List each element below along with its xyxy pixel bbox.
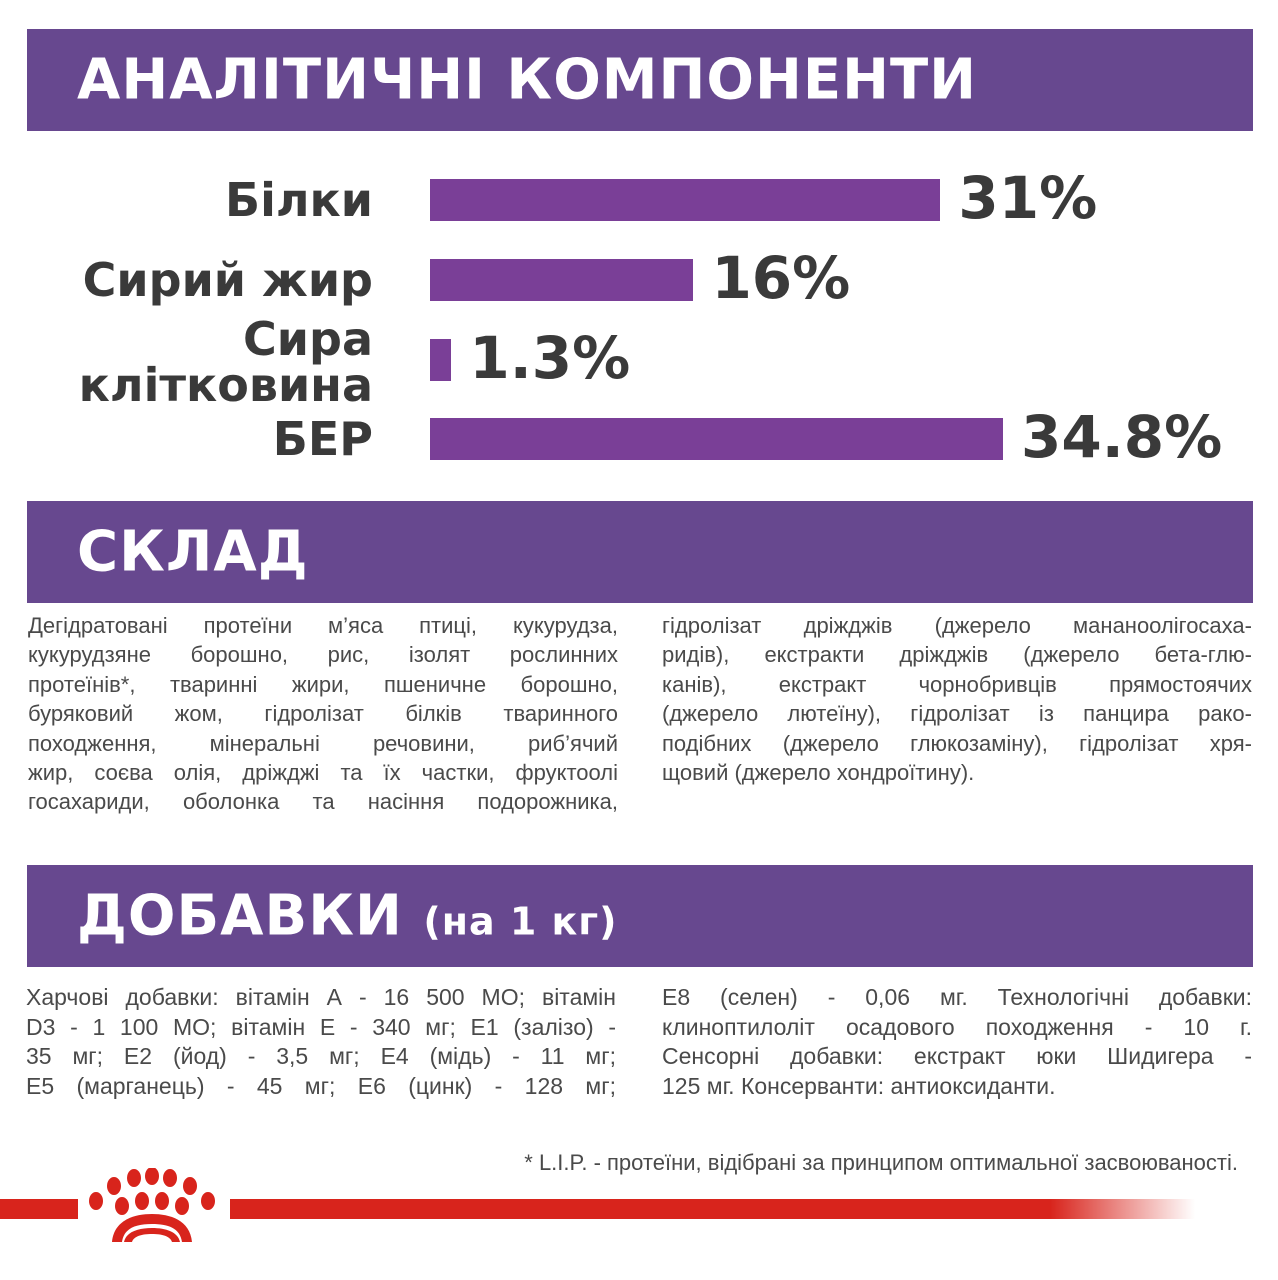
text-line: подібних (джерело глюкозаміну), гідроліз… xyxy=(662,730,1252,756)
section-title: ДОБАВКИ (на 1 кг) xyxy=(77,883,618,949)
section-title: АНАЛІТИЧНІ КОМПОНЕНТИ xyxy=(77,47,978,113)
text-line: гідролізат дріжджів (джерело мананооліго… xyxy=(662,613,1252,638)
category-label-line: Білки xyxy=(225,173,373,227)
section-title: СКЛАД xyxy=(77,519,309,585)
text-line: D3 - 1 100 МО; вітамін Е - 340 мг; Е1 (з… xyxy=(26,1013,616,1040)
text-line: клиноптилоліт осадового походження - 10 … xyxy=(662,1013,1252,1040)
composition-text-left: Дегідратовані протеїни м’яса птиці, куку… xyxy=(28,611,618,817)
text-line: Харчові добавки: вітамін А - 16 500 МО; … xyxy=(26,984,616,1010)
text-line: протеїнів*, тваринні жири, пшеничне боро… xyxy=(28,671,618,697)
text-line: походження, мінеральні речовини, риб’ячи… xyxy=(28,730,618,756)
composition-text-right: гідролізат дріжджів (джерело мананооліго… xyxy=(662,611,1252,787)
additives-text-right: Е8 (селен) - 0,06 мг. Технологічні добав… xyxy=(662,983,1252,1101)
bar xyxy=(430,179,941,221)
category-label: Сирий жир xyxy=(83,257,373,303)
category-label-line: Сирий жир xyxy=(82,253,373,307)
text-line: Е8 (селен) - 0,06 мг. Технологічні добав… xyxy=(662,984,1252,1010)
category-label: БЕР xyxy=(273,416,373,462)
additives-text-left: Харчові добавки: вітамін А - 16 500 МО; … xyxy=(26,983,616,1101)
text-line: Сенсорні добавки: екстракт юки Шидигера … xyxy=(662,1043,1252,1070)
category-label: Сира клітковина xyxy=(79,316,373,408)
bar xyxy=(430,339,452,381)
text-line: канів), екстракт чорнобривців прямостояч… xyxy=(662,671,1252,697)
text-line: ридів), екстракти дріжджів (джерело бета… xyxy=(662,642,1252,668)
analytic-components-chart: Білки 31% Сирий жир 16% Сира клітковина 1.3% БЕ… xyxy=(0,150,1278,490)
text-line: (джерело лютеїну), гідролізат із панцира… xyxy=(662,701,1252,727)
analytic-components-header: АНАЛІТИЧНІ КОМПОНЕНТИ xyxy=(27,29,1253,131)
value-label: 1.3% xyxy=(469,324,631,392)
text-line: щовий (джерело хондроїтину). xyxy=(662,759,975,785)
text-line: буряковий жом, гідролізат білків тваринн… xyxy=(28,701,618,727)
footnote: * L.I.P. - протеїни, відібрані за принци… xyxy=(524,1150,1238,1175)
brand-red-line xyxy=(0,1199,78,1219)
value-label: 31% xyxy=(958,164,1098,232)
category-label-line: БЕР xyxy=(272,412,373,466)
text-line: госахариди, оболонка та насіння подорожн… xyxy=(28,789,618,815)
bar xyxy=(430,418,1003,460)
text-line: Е5 (марганець) - 45 мг; Е6 (цинк) - 128 … xyxy=(26,1072,616,1099)
text-line: 125 мг. Консерванти: антиоксиданти. xyxy=(662,1072,1056,1099)
royal-canin-crown-icon xyxy=(89,1168,215,1242)
text-line: жир, соєва олія, дріжджі та їх частки, ф… xyxy=(28,759,618,785)
text-line: кукурудзяне борошно, рис, ізолят рослинн… xyxy=(28,642,618,668)
text-line: 35 мг; Е2 (йод) - 3,5 мг; Е4 (мідь) - 11… xyxy=(26,1043,616,1070)
value-label: 16% xyxy=(711,244,851,312)
category-label-line: Сира xyxy=(243,312,373,366)
additives-header: ДОБАВКИ (на 1 кг) xyxy=(27,865,1253,967)
value-label: 34.8% xyxy=(1021,403,1223,471)
composition-header: СКЛАД xyxy=(27,501,1253,603)
text-line: Дегідратовані протеїни м’яса птиці, куку… xyxy=(28,613,618,638)
category-label-line: клітковина xyxy=(78,358,373,412)
bar xyxy=(430,259,694,301)
brand-red-line xyxy=(230,1199,1195,1219)
category-label: Білки xyxy=(225,177,373,223)
additives-unit: (на 1 кг) xyxy=(423,899,618,944)
